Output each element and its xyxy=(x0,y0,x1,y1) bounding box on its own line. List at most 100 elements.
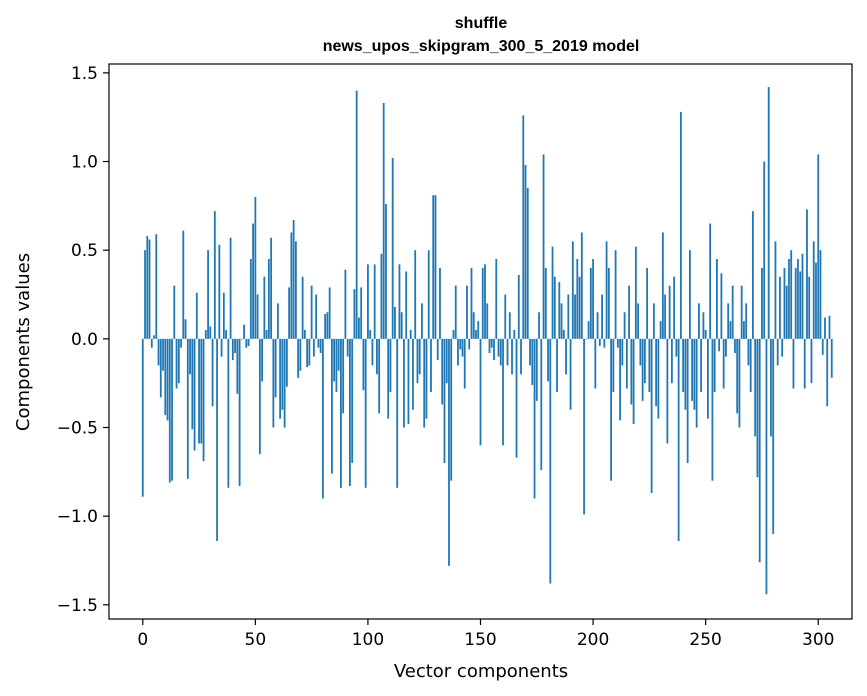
bar xyxy=(743,321,745,339)
bar xyxy=(643,338,646,384)
bar xyxy=(578,276,581,339)
bar xyxy=(792,338,795,389)
bar xyxy=(229,237,232,339)
bar xyxy=(294,241,297,339)
bar xyxy=(346,338,349,357)
bar xyxy=(288,287,291,339)
bar xyxy=(216,338,218,541)
bar xyxy=(806,209,808,339)
bar xyxy=(558,282,561,339)
bar xyxy=(400,312,403,339)
bar xyxy=(720,273,723,339)
bar xyxy=(272,338,275,428)
bar xyxy=(484,264,486,339)
bar xyxy=(511,338,513,375)
bar xyxy=(454,285,457,339)
bar xyxy=(439,267,441,339)
bar xyxy=(619,338,621,421)
bar xyxy=(409,329,412,339)
bar xyxy=(531,338,534,385)
bar xyxy=(472,312,475,339)
bar xyxy=(306,338,309,368)
bar xyxy=(560,303,563,339)
chart-title: shuffle xyxy=(455,15,508,32)
bar xyxy=(466,285,468,339)
bar xyxy=(761,267,763,339)
bar xyxy=(670,338,673,384)
bar xyxy=(495,259,498,339)
bar xyxy=(342,338,345,414)
bar xyxy=(211,338,214,407)
bar xyxy=(810,338,813,384)
bar xyxy=(731,285,734,339)
bar xyxy=(716,259,718,339)
bar xyxy=(310,285,313,339)
bar xyxy=(283,338,286,428)
bar xyxy=(155,234,158,339)
bar xyxy=(378,338,381,414)
bar xyxy=(281,338,284,410)
bar xyxy=(252,223,254,339)
bar xyxy=(236,338,239,394)
bar xyxy=(182,230,185,339)
bar xyxy=(524,165,527,339)
bar xyxy=(513,329,516,339)
bar xyxy=(448,338,450,566)
bar xyxy=(369,329,372,339)
bar xyxy=(364,338,367,488)
bar xyxy=(797,259,799,339)
bar xyxy=(776,338,779,366)
bar xyxy=(319,338,322,354)
bar xyxy=(490,338,493,348)
bar xyxy=(240,338,243,340)
bar xyxy=(673,276,676,339)
bar xyxy=(533,338,536,499)
bar xyxy=(245,338,248,348)
bar xyxy=(736,338,739,414)
bar xyxy=(812,241,815,339)
bar xyxy=(443,338,446,463)
bar xyxy=(664,294,667,339)
bar xyxy=(349,338,351,487)
bar xyxy=(324,314,327,339)
bar xyxy=(506,338,509,366)
bar xyxy=(688,250,691,339)
bar xyxy=(542,154,545,339)
bar xyxy=(666,338,669,444)
bar xyxy=(540,338,543,471)
bar xyxy=(601,294,603,339)
bar xyxy=(589,267,592,339)
bar xyxy=(218,244,221,339)
bar xyxy=(328,287,331,339)
bar xyxy=(461,338,464,357)
bar xyxy=(315,294,318,339)
bar xyxy=(526,188,529,339)
bar xyxy=(479,338,482,446)
y-tick-label: −1.0 xyxy=(57,507,98,527)
bar xyxy=(175,338,178,389)
bar xyxy=(632,338,635,424)
bar xyxy=(355,90,358,339)
bar xyxy=(650,338,653,494)
bar xyxy=(605,241,608,339)
bar xyxy=(202,338,205,462)
bar xyxy=(387,338,390,419)
bar xyxy=(515,338,518,458)
bar xyxy=(610,338,612,481)
bar xyxy=(299,338,302,371)
bar xyxy=(655,338,658,407)
bar xyxy=(580,232,583,339)
bar xyxy=(553,276,556,339)
bar xyxy=(258,338,261,455)
bar xyxy=(200,338,203,444)
bar xyxy=(353,289,356,339)
bar xyxy=(641,338,644,401)
bar xyxy=(380,253,383,339)
bar xyxy=(763,161,766,339)
bar xyxy=(290,232,293,339)
y-tick-label: 0.0 xyxy=(71,330,98,350)
bar xyxy=(783,267,786,339)
bar xyxy=(621,338,624,366)
bar xyxy=(225,329,227,339)
